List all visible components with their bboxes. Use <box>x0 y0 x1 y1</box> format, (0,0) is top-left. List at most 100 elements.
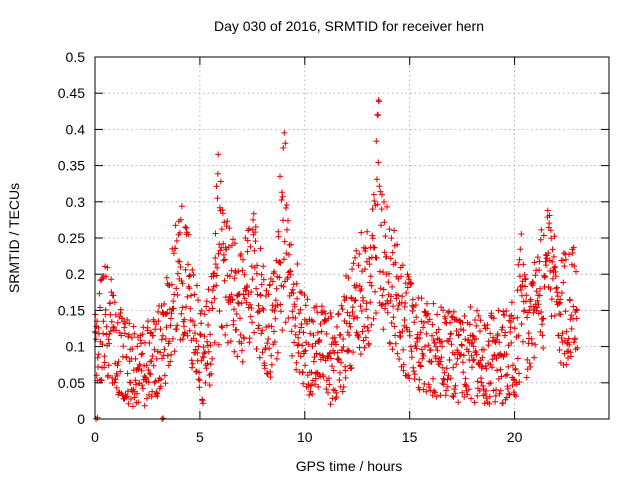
data-point <box>145 367 152 373</box>
data-point <box>340 336 347 342</box>
data-point <box>379 191 385 198</box>
data-point <box>344 329 351 336</box>
data-point <box>248 263 255 270</box>
data-point <box>298 321 305 327</box>
data-point <box>387 298 394 304</box>
data-point <box>461 313 468 319</box>
data-point <box>559 257 566 264</box>
data-point <box>392 340 399 347</box>
data-point <box>427 387 434 394</box>
data-point <box>95 324 102 331</box>
data-point <box>276 274 283 281</box>
data-point <box>425 342 432 349</box>
data-point <box>97 304 103 311</box>
data-point <box>216 308 223 315</box>
data-point <box>561 263 568 270</box>
data-point <box>215 250 222 257</box>
data-point <box>236 300 242 307</box>
data-point <box>391 323 398 330</box>
data-point <box>365 342 372 348</box>
data-point <box>259 349 266 356</box>
data-point <box>503 394 510 401</box>
data-point <box>372 254 379 261</box>
data-point <box>291 339 298 346</box>
data-point <box>556 347 563 353</box>
data-point <box>162 335 169 342</box>
data-point <box>400 361 407 368</box>
data-point <box>479 354 486 361</box>
data-point <box>166 338 173 345</box>
data-point <box>508 339 515 346</box>
data-point <box>105 362 112 369</box>
data-point <box>509 382 516 389</box>
data-point <box>246 335 253 342</box>
data-point <box>139 350 146 357</box>
data-point <box>131 394 138 401</box>
data-point <box>281 129 288 136</box>
data-point <box>302 347 309 354</box>
data-point <box>512 365 519 372</box>
data-point <box>113 327 120 334</box>
data-point <box>364 314 371 321</box>
data-point <box>162 380 169 387</box>
data-point <box>354 314 361 321</box>
data-point <box>477 328 483 335</box>
data-point <box>226 225 233 232</box>
data-point <box>278 308 284 315</box>
data-point <box>473 322 480 329</box>
data-point <box>253 270 260 277</box>
data-point <box>342 367 349 374</box>
data-point <box>159 332 166 339</box>
data-point <box>284 226 290 233</box>
y-tick-label: 0.35 <box>58 158 85 174</box>
data-point <box>426 384 432 390</box>
data-point <box>141 402 148 409</box>
data-point <box>107 300 114 307</box>
data-point <box>371 244 378 251</box>
data-point <box>188 292 194 299</box>
data-point <box>566 341 573 348</box>
data-point <box>358 308 365 314</box>
data-point <box>271 339 278 345</box>
data-point <box>128 334 135 341</box>
data-point <box>279 193 286 200</box>
data-point <box>194 349 201 356</box>
data-point <box>184 293 191 300</box>
data-point <box>321 316 328 323</box>
data-point <box>246 225 253 232</box>
data-point <box>185 283 192 290</box>
data-point <box>220 251 227 258</box>
data-point <box>471 399 478 406</box>
data-point <box>524 314 530 321</box>
data-point <box>233 326 240 333</box>
data-point <box>470 333 477 340</box>
data-point <box>112 311 119 318</box>
data-point <box>472 317 478 323</box>
data-point <box>474 392 481 399</box>
data-point <box>562 308 569 315</box>
data-point <box>260 263 267 270</box>
data-point <box>172 222 179 229</box>
data-point <box>138 367 145 374</box>
data-point <box>263 324 270 331</box>
data-point <box>224 218 231 225</box>
data-point <box>547 286 554 292</box>
data-point <box>302 302 309 309</box>
data-point <box>100 330 107 337</box>
data-point <box>241 295 248 302</box>
data-point <box>115 358 122 365</box>
data-point <box>129 403 136 410</box>
data-point <box>394 350 401 357</box>
x-tick-label: 15 <box>402 429 418 445</box>
data-point <box>335 311 341 318</box>
data-point <box>283 205 289 211</box>
data-point <box>387 255 394 262</box>
data-point <box>390 314 397 321</box>
data-point <box>253 346 260 352</box>
data-point <box>356 251 363 257</box>
data-point <box>514 314 521 321</box>
data-point <box>205 286 212 293</box>
data-point <box>124 388 131 395</box>
data-point <box>257 245 264 252</box>
axis-ticks: 0 0.05 0.1 0.15 0.2 0.25 0.3 0.35 0.4 0.45 0.5 0 5 10… <box>58 49 609 445</box>
